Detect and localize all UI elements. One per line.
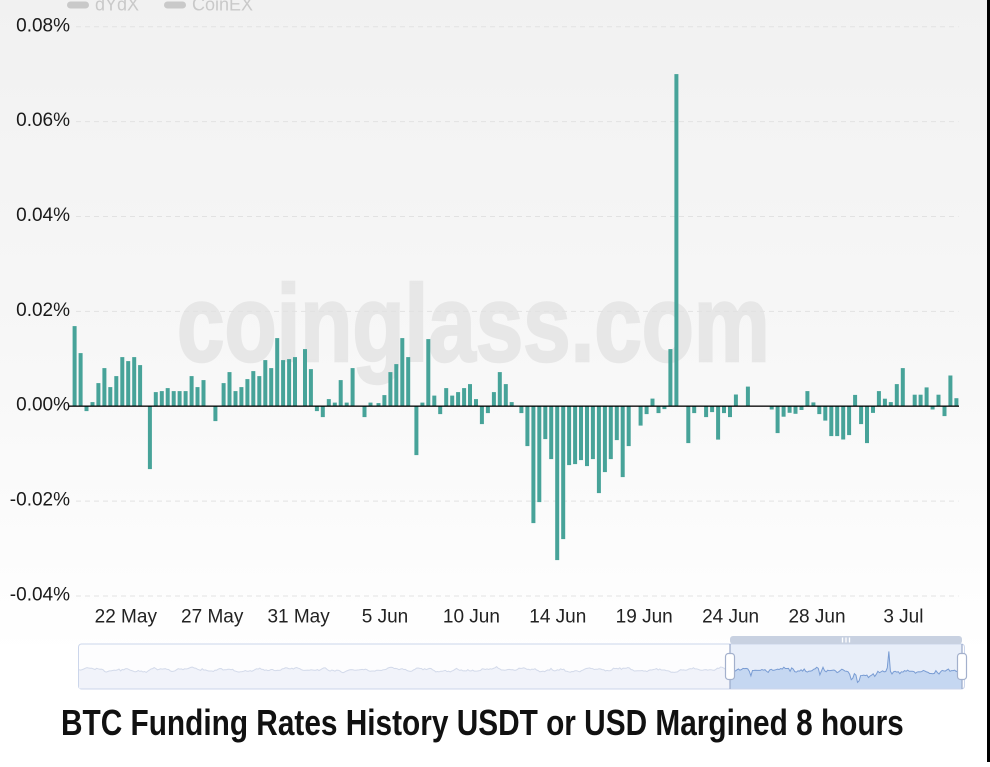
svg-text:5 Jun: 5 Jun <box>362 606 408 627</box>
svg-text:0.06%: 0.06% <box>16 110 70 131</box>
svg-text:-0.02%: -0.02% <box>10 490 70 511</box>
svg-text:31 May: 31 May <box>267 606 330 627</box>
svg-text:10 Jun: 10 Jun <box>443 606 500 627</box>
svg-text:BTC Funding Rates History USDT: BTC Funding Rates History USDT or USD Ma… <box>61 703 904 744</box>
svg-text:CoinEX: CoinEX <box>192 0 253 14</box>
svg-text:14 Jun: 14 Jun <box>529 606 586 627</box>
svg-text:0.04%: 0.04% <box>16 205 70 226</box>
svg-text:19 Jun: 19 Jun <box>616 606 673 627</box>
svg-text:3 Jul: 3 Jul <box>883 606 923 627</box>
svg-text:dYdX: dYdX <box>95 0 139 14</box>
svg-text:28 Jun: 28 Jun <box>788 606 845 627</box>
svg-text:27 May: 27 May <box>181 606 244 627</box>
svg-text:22 May: 22 May <box>95 606 158 627</box>
svg-text:0.08%: 0.08% <box>16 15 70 36</box>
svg-text:-0.04%: -0.04% <box>10 585 70 606</box>
svg-text:24 Jun: 24 Jun <box>702 606 759 627</box>
svg-text:0.00%: 0.00% <box>16 395 70 416</box>
svg-text:0.02%: 0.02% <box>16 300 70 321</box>
